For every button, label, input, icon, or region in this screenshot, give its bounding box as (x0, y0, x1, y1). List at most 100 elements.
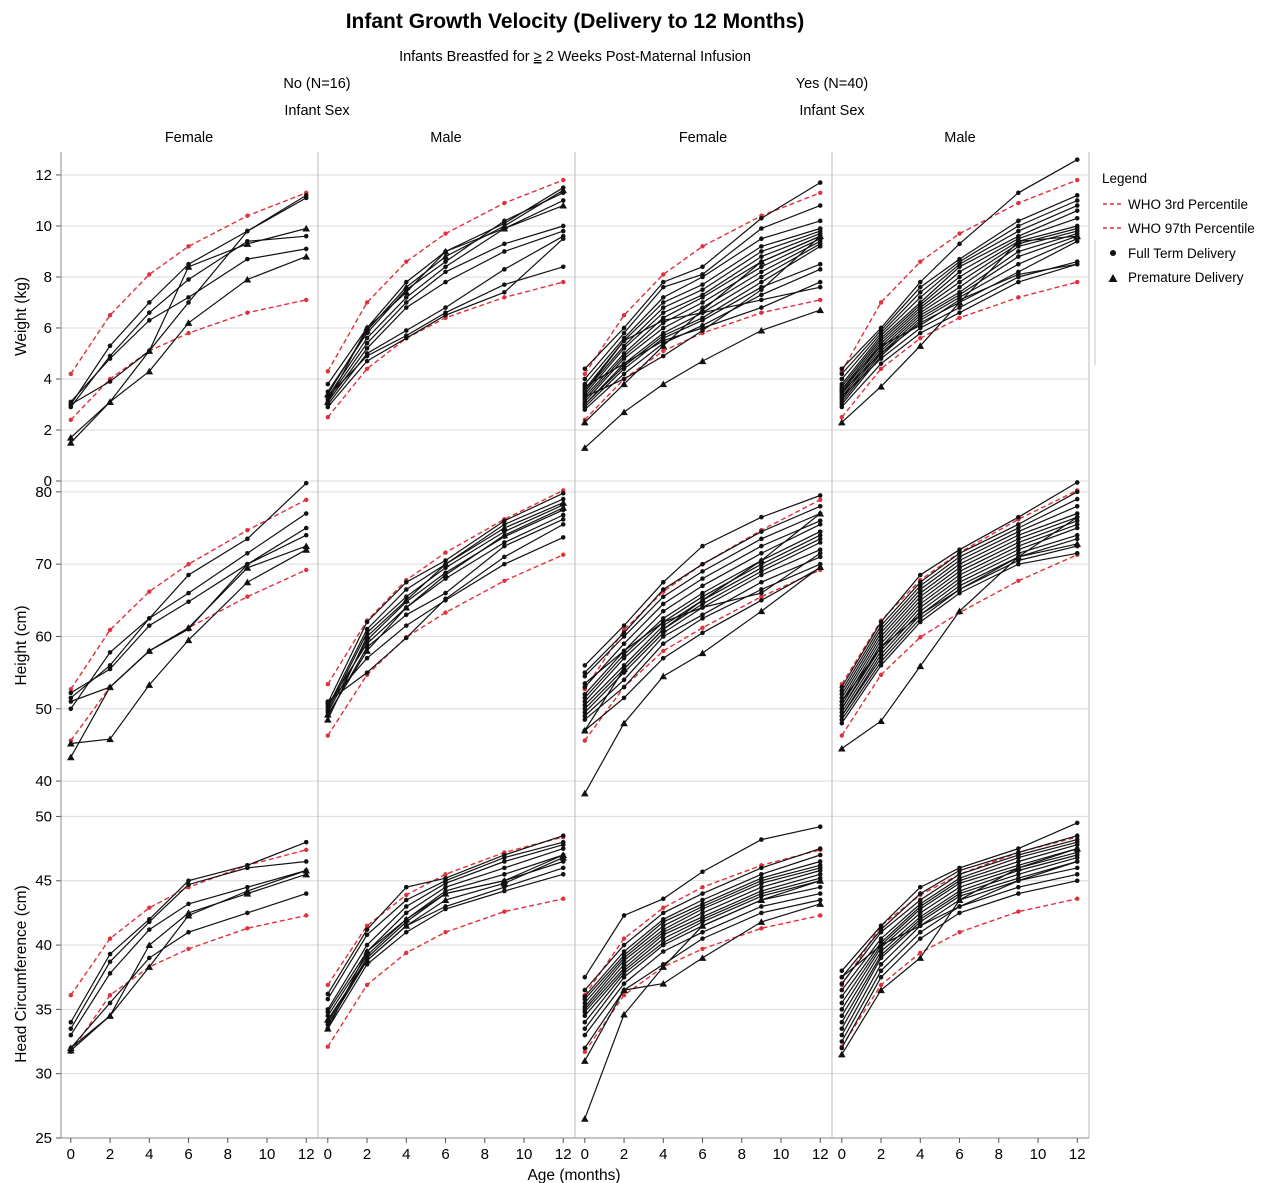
full-term-delivery-point (621, 361, 627, 366)
full-term-delivery-point (660, 655, 666, 661)
full-term-delivery-point (1074, 518, 1080, 524)
legend-who97-label: WHO 97th Percentile (1128, 221, 1255, 236)
subject-line (584, 235, 821, 423)
full-term-delivery-point (660, 284, 666, 290)
full-term-delivery-point (660, 601, 666, 607)
full-term-delivery-point (621, 677, 627, 683)
subject-line (841, 848, 1078, 1004)
full-term-delivery-point (443, 881, 448, 886)
subject-line (841, 516, 1078, 702)
y-tick-label: 60 (35, 628, 52, 645)
full-term-delivery-point (582, 974, 588, 980)
full-term-delivery-point (403, 904, 409, 909)
full-term-delivery-point (660, 310, 666, 315)
full-term-delivery-point (917, 608, 923, 614)
y-tick-label: 40 (35, 773, 52, 790)
full-term-delivery-point (878, 923, 884, 929)
full-term-delivery-point (186, 878, 191, 884)
subject-line (584, 864, 821, 1004)
full-term-delivery-point (957, 310, 962, 315)
premature-delivery-point (955, 607, 964, 615)
who-97th-percentile-line (327, 836, 564, 986)
who-3rd-percentile-line (327, 898, 564, 1048)
full-term-delivery-point (917, 330, 923, 336)
full-term-delivery-point (878, 663, 884, 668)
full-term-delivery-point (817, 284, 823, 290)
subject-line (584, 523, 821, 695)
full-term-delivery-point (759, 543, 764, 549)
y-tick-label: 50 (35, 701, 52, 718)
full-term-delivery-point (621, 366, 627, 372)
full-term-delivery-point (1016, 532, 1021, 538)
full-term-delivery-point (245, 228, 250, 234)
full-term-delivery-point (403, 623, 409, 628)
premature-delivery-point (877, 717, 885, 725)
full-term-delivery-point (878, 949, 884, 954)
premature-delivery-point (363, 947, 371, 955)
x-tick-label: 6 (441, 1146, 449, 1163)
y-axis-label: Height (cm) (13, 605, 30, 685)
full-term-delivery-point (186, 599, 191, 605)
full-term-delivery-point (878, 361, 884, 366)
full-term-delivery-point (660, 338, 666, 344)
full-term-delivery-point (560, 223, 566, 229)
who-point (957, 231, 962, 236)
premature-delivery-point (67, 739, 75, 747)
subject-line (841, 194, 1078, 375)
full-term-delivery-point (817, 554, 823, 560)
premature-delivery-point (402, 922, 411, 929)
subject-line (841, 205, 1078, 385)
who-point (502, 295, 507, 300)
legend-premature-label: Premature Delivery (1128, 270, 1244, 285)
who-97th-percentile-line (70, 499, 307, 690)
x-tick-label: 6 (955, 1146, 963, 1163)
full-term-delivery-point (582, 713, 588, 719)
subject-line (70, 869, 307, 1051)
subject-line (70, 534, 307, 694)
premature-delivery-point (243, 275, 252, 283)
full-term-delivery-point (582, 702, 588, 708)
premature-delivery-point (243, 240, 252, 247)
x-tick-label: 2 (877, 1146, 885, 1163)
full-term-delivery-point (582, 376, 588, 382)
premature-delivery-point (243, 578, 252, 586)
full-term-delivery-point (660, 608, 666, 614)
subject-line (327, 523, 564, 702)
who-point (364, 300, 370, 305)
full-term-delivery-point (1016, 561, 1021, 567)
full-term-delivery-point (839, 974, 845, 980)
premature-delivery-point (581, 726, 589, 734)
who-point (1016, 909, 1021, 914)
who-point (404, 892, 409, 898)
full-term-delivery-point (364, 626, 370, 632)
subject-line (327, 266, 564, 398)
full-term-delivery-point (957, 554, 962, 560)
subject-line (584, 877, 821, 1017)
premature-delivery-point (659, 342, 668, 349)
full-term-delivery-point (146, 318, 152, 323)
who-point (502, 200, 507, 206)
full-term-delivery-point (817, 261, 823, 267)
subject-line (841, 854, 1078, 1017)
who-point (621, 313, 627, 318)
full-term-delivery-point (759, 514, 764, 520)
full-term-delivery-point (443, 312, 448, 318)
who-97th-percentile-line (327, 489, 564, 685)
premature-delivery-point (402, 283, 411, 291)
subject-line (327, 225, 564, 400)
who-point (839, 415, 845, 420)
premature-delivery-point (698, 649, 707, 657)
full-term-delivery-point (1074, 878, 1080, 884)
full-term-delivery-point (1016, 891, 1021, 896)
full-term-delivery-point (146, 927, 152, 932)
subject-line (327, 492, 564, 704)
full-term-delivery-point (325, 991, 331, 997)
full-term-delivery-point (403, 328, 409, 333)
subject-line (584, 513, 821, 731)
full-term-delivery-point (759, 598, 764, 603)
full-term-delivery-point (443, 279, 448, 285)
premature-delivery-point (757, 918, 766, 925)
subject-line (327, 192, 564, 393)
who-point (325, 982, 331, 988)
